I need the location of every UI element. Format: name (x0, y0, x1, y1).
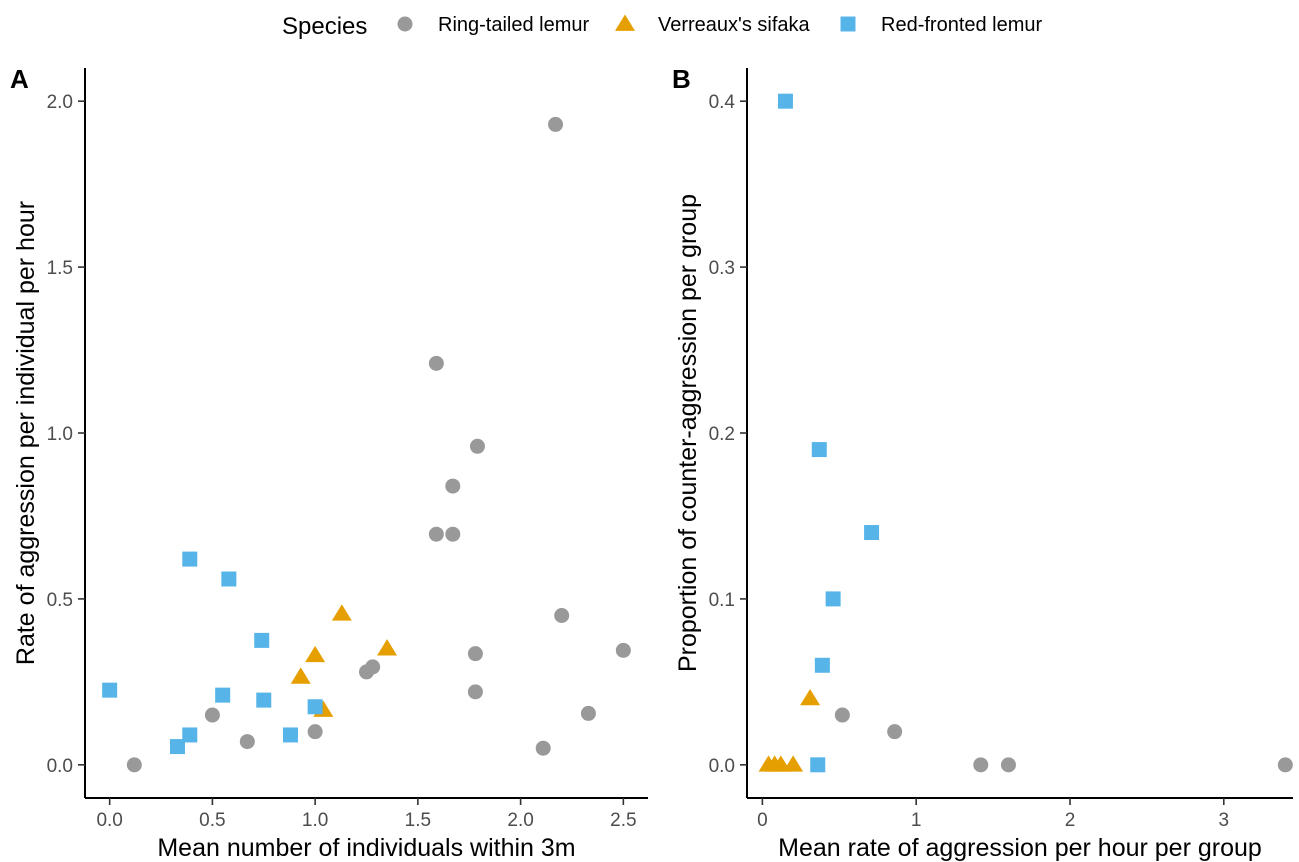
x-tick-label: 0 (757, 810, 768, 831)
data-point-ring-tailed-lemur (615, 642, 631, 658)
legend-title: Species (282, 13, 367, 40)
data-point-verreaux-s-sifaka (377, 639, 398, 656)
data-point-red-fronted-lemur (182, 551, 198, 567)
data-point-red-fronted-lemur (254, 632, 270, 648)
data-point-ring-tailed-lemur (1000, 757, 1016, 773)
data-point-ring-tailed-lemur (548, 116, 564, 132)
legend-key-square (840, 16, 856, 32)
x-axis-title: Mean rate of aggression per hour per gro… (778, 834, 1262, 862)
series-red-fronted-lemur (102, 551, 323, 755)
data-point-ring-tailed-lemur (580, 705, 596, 721)
y-axis-title: Proportion of counter-aggression per gro… (674, 194, 702, 672)
data-point-ring-tailed-lemur (445, 526, 461, 542)
y-tick-label: 0.5 (47, 590, 73, 611)
y-tick-label: 0.2 (709, 424, 735, 445)
panel-tag: A (10, 64, 29, 94)
y-tick-label: 0.4 (709, 92, 736, 113)
panel-a-marks (102, 116, 631, 773)
panel-a-axes: A 0.0 0.5 1.0 1.5 2.0 2.5 0.0 0.5 1.0 1.5 2.0 Mean n… (10, 64, 648, 862)
data-point-ring-tailed-lemur (887, 724, 903, 740)
legend-entry-ring-tailed-lemur: Ring-tailed lemur (397, 14, 590, 36)
y-tick-label: 1.5 (47, 258, 73, 279)
data-point-red-fronted-lemur (810, 757, 826, 773)
data-point-red-fronted-lemur (182, 727, 198, 743)
series-ring-tailed-lemur (834, 707, 1293, 773)
legend-key-triangle (615, 14, 635, 31)
legend-key-circle (397, 16, 413, 32)
data-point-ring-tailed-lemur (554, 608, 570, 623)
legend-label: Red-fronted lemur (881, 14, 1043, 36)
x-tick-label: 1 (911, 810, 922, 831)
data-point-ring-tailed-lemur (428, 355, 444, 371)
data-point-ring-tailed-lemur (973, 757, 989, 773)
data-point-red-fronted-lemur (814, 657, 830, 673)
data-point-ring-tailed-lemur (469, 438, 485, 454)
data-point-verreaux-s-sifaka (305, 645, 326, 663)
panel-b-marks (758, 93, 1293, 773)
data-point-ring-tailed-lemur (307, 724, 323, 740)
x-tick-label: 2.5 (610, 810, 636, 831)
y-tick-label: 1.0 (47, 424, 73, 445)
data-point-ring-tailed-lemur (1277, 757, 1293, 773)
data-point-ring-tailed-lemur (535, 740, 551, 756)
series-red-fronted-lemur (777, 93, 880, 773)
y-tick-label: 0.1 (709, 590, 735, 611)
series-ring-tailed-lemur (126, 116, 631, 773)
data-point-ring-tailed-lemur (445, 478, 461, 494)
data-point-red-fronted-lemur (282, 727, 298, 743)
x-tick-label: 2 (1065, 810, 1076, 831)
data-point-red-fronted-lemur (811, 442, 827, 458)
data-point-red-fronted-lemur (215, 687, 231, 703)
legend-entry-verreaux-s-sifaka: Verreaux's sifaka (615, 14, 811, 36)
x-tick-label: 2.0 (507, 810, 533, 831)
data-point-verreaux-s-sifaka (290, 667, 311, 684)
y-tick-label: 0.3 (709, 258, 735, 279)
x-tick-label: 1.5 (405, 810, 431, 831)
y-tick-label: 0.0 (47, 756, 73, 777)
panel-b: B 0 1 2 3 0.0 0.1 0.2 0.3 0.4 Mean rate of aggress… (672, 64, 1293, 862)
panel-a: A 0.0 0.5 1.0 1.5 2.0 2.5 0.0 0.5 1.0 1.5 2.0 Mean n… (10, 64, 648, 862)
data-point-ring-tailed-lemur (467, 684, 483, 700)
legend-label: Verreaux's sifaka (658, 14, 811, 36)
data-point-ring-tailed-lemur (834, 707, 850, 723)
data-point-ring-tailed-lemur (467, 646, 483, 662)
x-tick-label: 3 (1218, 810, 1229, 831)
legend-entry-red-fronted-lemur: Red-fronted lemur (840, 14, 1043, 36)
y-axis-title: Rate of aggression per individual per ho… (12, 201, 40, 665)
legend: Species Ring-tailed lemur Verreaux's sifa… (282, 13, 1043, 40)
x-tick-label: 0.0 (96, 810, 122, 831)
series-verreaux-s-sifaka (290, 604, 398, 717)
data-point-ring-tailed-lemur (239, 734, 255, 750)
data-point-red-fronted-lemur (169, 739, 185, 755)
x-tick-label: 0.5 (199, 810, 225, 831)
y-tick-label: 0.0 (709, 756, 735, 777)
x-axis-title: Mean number of individuals within 3m (157, 834, 575, 862)
data-point-red-fronted-lemur (777, 93, 793, 109)
data-point-red-fronted-lemur (256, 692, 272, 708)
data-point-ring-tailed-lemur (126, 757, 142, 773)
data-point-red-fronted-lemur (221, 571, 237, 587)
data-point-ring-tailed-lemur (428, 526, 444, 542)
data-point-red-fronted-lemur (102, 682, 118, 698)
panel-b-axes: B 0 1 2 3 0.0 0.1 0.2 0.3 0.4 Mean rate of aggress… (672, 64, 1293, 862)
legend-entries: Ring-tailed lemur Verreaux's sifaka Red-fr… (397, 14, 1043, 36)
data-point-verreaux-s-sifaka (783, 755, 804, 772)
y-tick-label: 2.0 (47, 92, 73, 113)
x-tick-label: 1.0 (302, 810, 328, 831)
panel-tag: B (672, 64, 691, 94)
legend-label: Ring-tailed lemur (438, 14, 590, 36)
series-verreaux-s-sifaka (758, 688, 821, 772)
data-point-red-fronted-lemur (307, 699, 323, 715)
data-point-red-fronted-lemur (825, 591, 841, 607)
data-point-verreaux-s-sifaka (331, 604, 352, 621)
data-point-ring-tailed-lemur (365, 659, 381, 675)
data-point-ring-tailed-lemur (204, 707, 220, 723)
data-point-verreaux-s-sifaka (800, 688, 821, 706)
data-point-red-fronted-lemur (864, 525, 880, 541)
